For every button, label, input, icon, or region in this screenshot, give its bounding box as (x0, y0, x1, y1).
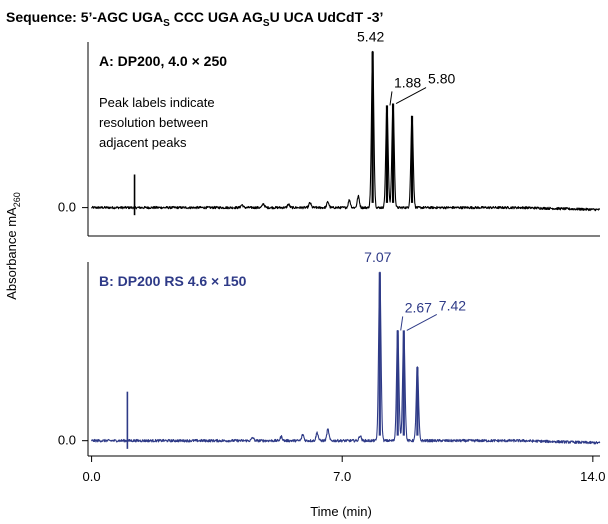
sequence-subscript-2: S (263, 18, 270, 29)
resolution-leader-line (400, 316, 404, 331)
panel-a-trace (91, 50, 601, 212)
x-tick-label: 14.0 (580, 469, 605, 484)
x-tick-label: 0.0 (83, 469, 101, 484)
resolution-label: 1.88 (394, 74, 421, 90)
y-axis-title-subscript: 260 (12, 192, 22, 207)
x-axis-title: Time (min) (310, 504, 372, 519)
sequence-subscript-1: S (163, 18, 170, 29)
x-tick-label: 7.0 (333, 469, 351, 484)
annotation-line-2: resolution between (99, 115, 208, 130)
sequence-heading: Sequence: 5’-AGC UGAS CCC UGA AGSU UCA U… (6, 9, 383, 29)
panel-a: A: DP200, 4.0 × 250 Peak labels indicate… (58, 28, 601, 237)
panel-a-y-tick-label: 0.0 (58, 200, 76, 215)
sequence-middle: CCC UGA AG (170, 9, 263, 25)
resolution-label: 2.67 (405, 299, 432, 315)
resolution-leader-line (395, 87, 427, 104)
resolution-label: 7.42 (439, 297, 466, 313)
y-axis-title: Absorbance mA260 (4, 192, 22, 300)
panel-b-y-tick-label: 0.0 (58, 433, 76, 448)
panel-a-title: A: DP200, 4.0 × 250 (99, 53, 227, 69)
panel-b: B: DP200 RS 4.6 × 150 0.0 7.07 2.67 7.42 0… (58, 249, 606, 484)
panel-b-title: B: DP200 RS 4.6 × 150 (99, 273, 247, 289)
resolution-label: 5.80 (428, 71, 455, 87)
sequence-suffix: U UCA UdCdT -3’ (270, 9, 384, 25)
sequence-prefix: Sequence: 5’-AGC UGA (6, 9, 163, 25)
panel-b-trace (91, 271, 601, 445)
annotation-line-1: Peak labels indicate (99, 95, 215, 110)
annotation-line-3: adjacent peaks (99, 135, 187, 150)
resolution-leader-line (389, 91, 393, 106)
y-axis-title-text: Absorbance mA (4, 207, 19, 300)
resolution-label: 5.42 (357, 28, 384, 44)
resolution-label: 7.07 (364, 249, 391, 265)
resolution-leader-line (406, 313, 438, 331)
